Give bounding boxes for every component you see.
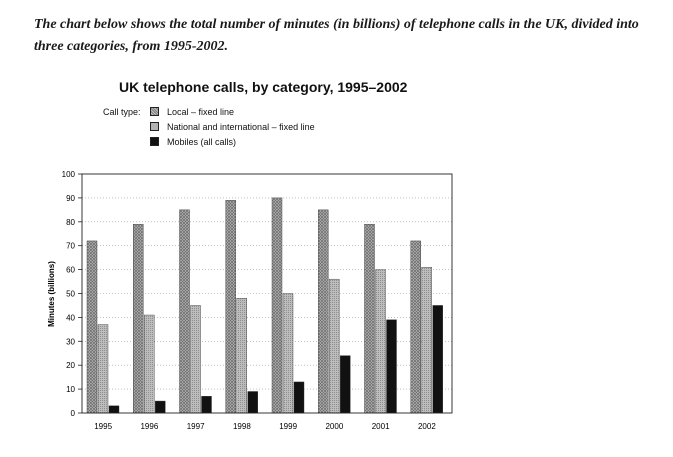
y-axis-label: Minutes (billions): [47, 261, 56, 327]
bar-local-fixed-line: [225, 200, 236, 414]
bar-local-fixed-line: [318, 209, 329, 414]
bar-mobiles: [432, 305, 443, 414]
bars-layer: [86, 197, 443, 414]
x-tick-label: 1999: [279, 422, 297, 431]
legend-swatch-national: [150, 122, 159, 131]
bar-local-fixed-line: [271, 197, 283, 414]
bar-mobiles: [386, 319, 397, 414]
bar-national-international: [190, 305, 201, 414]
legend-swatch-mobiles: [150, 137, 159, 146]
y-tick-label: 20: [66, 361, 75, 370]
legend-swatch-local: [150, 107, 159, 116]
y-tick-label: 0: [71, 409, 76, 418]
plot-frame: [81, 173, 453, 414]
legend-caption: Call type:: [103, 107, 141, 117]
bar-local-fixed-line: [86, 240, 98, 414]
bar-national-international: [282, 293, 294, 414]
chart-title: UK telephone calls, by category, 1995–20…: [119, 79, 408, 95]
bar-national-international: [144, 314, 155, 414]
x-tick-label: 1997: [187, 422, 205, 431]
bar-local-fixed-line: [179, 209, 190, 414]
bar-national-international: [236, 298, 247, 414]
bar-national-international: [329, 278, 340, 414]
x-tick-label: 2002: [418, 422, 436, 431]
bar-local-fixed-line: [410, 240, 421, 414]
x-tick-label: 1995: [94, 422, 112, 431]
y-tick-label: 90: [66, 194, 75, 203]
bar-mobiles: [201, 396, 212, 414]
x-tick-label: 2000: [325, 422, 343, 431]
y-tick-label: 30: [66, 337, 75, 346]
bar-mobiles: [293, 381, 305, 414]
bar-mobiles: [108, 405, 120, 414]
bar-local-fixed-line: [133, 223, 144, 414]
axis-layer: 0 10 20 30 40 50 60 70 80 90 100 1995 1996 1997 1998 19…: [62, 170, 453, 431]
bar-national-international: [97, 324, 109, 414]
y-tick-label: 40: [66, 313, 75, 322]
y-tick-label: 70: [66, 242, 75, 251]
task-prompt: The chart below shows the total number o…: [34, 17, 639, 54]
bar-chart: 0 10 20 30 40 50 60 70 80 90 100 1995 1996 1997 1998 19…: [47, 170, 453, 431]
y-tick-label: 50: [66, 290, 75, 299]
legend-label-national: National and international – fixed line: [167, 122, 315, 132]
legend-label-mobiles: Mobiles (all calls): [167, 137, 237, 147]
y-tick-label: 80: [66, 218, 75, 227]
bar-mobiles: [155, 400, 166, 414]
legend-label-local: Local – fixed line: [167, 107, 235, 117]
bar-national-international: [375, 269, 386, 414]
x-tick-label: 2001: [372, 422, 390, 431]
y-tick-label: 10: [66, 385, 75, 394]
x-tick-label: 1998: [233, 422, 251, 431]
y-tick-label: 60: [66, 266, 75, 275]
bar-mobiles: [340, 355, 351, 414]
x-tick-label: 1996: [140, 422, 158, 431]
bar-national-international: [421, 267, 432, 414]
bar-local-fixed-line: [364, 223, 375, 414]
y-tick-label: 100: [62, 170, 76, 179]
bar-mobiles: [247, 391, 258, 414]
